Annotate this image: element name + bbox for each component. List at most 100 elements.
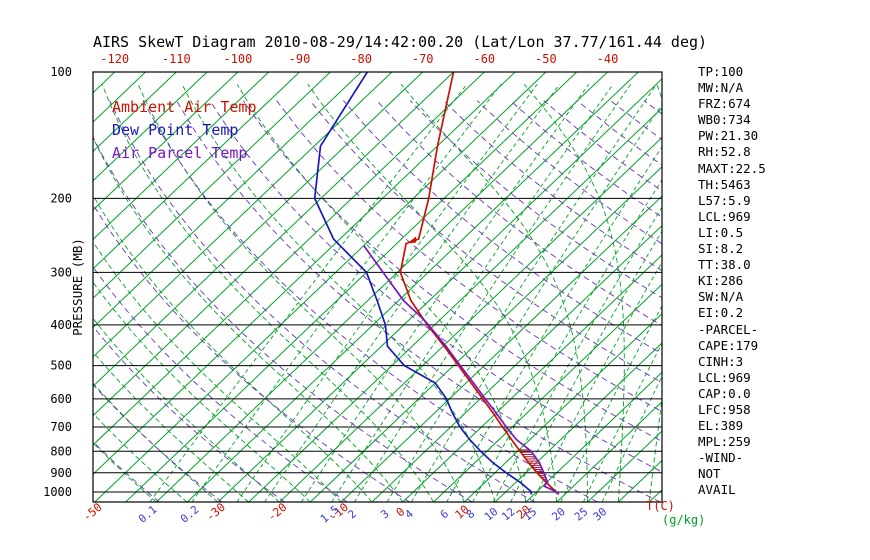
isotherm-line [248, 107, 662, 502]
stat-line: L57:5.9 [698, 192, 751, 208]
isotherm-line [94, 72, 547, 502]
moist-adiabat-line [93, 241, 342, 502]
legend: Ambient Air Temp Dew Point Temp Air Parc… [112, 96, 257, 165]
top-temp-label: -40 [597, 52, 619, 66]
stat-line: LCL:969 [698, 208, 751, 224]
moist-adiabat-line [93, 281, 311, 502]
moist-adiabat-line [93, 194, 373, 502]
dry-adiabat-line [376, 100, 662, 327]
isotherm-line [217, 78, 662, 502]
mixing-ratio-label: 12 [499, 505, 518, 523]
mixing-ratio-line [531, 261, 662, 502]
stat-line: TT:38.0 [698, 257, 751, 273]
top-temp-label: -70 [412, 52, 434, 66]
mixing-ratio-line [472, 179, 662, 502]
isotherm-line [93, 72, 393, 358]
isotherm-line [156, 72, 608, 502]
dry-adiabat-line [242, 100, 662, 442]
mixing-ratio-label: 20 [549, 505, 568, 523]
isotherm-line [93, 72, 270, 241]
top-temp-label: -50 [535, 52, 557, 66]
stat-line: FRZ:674 [698, 96, 751, 112]
mixing-ratio-line [386, 84, 657, 502]
stats-panel: TP:100 MW:N/A FRZ:674 WB0:734 PW:21.30 RH:52.… [698, 64, 868, 499]
pressure-tick-label: 700 [50, 420, 72, 434]
legend-dew-point-temp: Dew Point Temp [112, 121, 239, 139]
moist-adiabat-line [93, 382, 219, 502]
dry-adiabat-line [409, 100, 662, 299]
mixing-ratio-line [446, 146, 662, 502]
pressure-tick-label: 600 [50, 392, 72, 406]
dry-adiabats [93, 100, 662, 502]
stat-line: SI:8.2 [698, 241, 744, 257]
stat-line: EL:389 [698, 418, 744, 434]
moist-adiabat-line [93, 317, 280, 502]
top-temp-label: -110 [162, 52, 191, 66]
pressure-tick-label: 1000 [43, 485, 72, 499]
stat-line: RH:52.8 [698, 144, 751, 160]
bottom-temp-label: -50 [80, 500, 105, 524]
isotherm-line [0, 72, 53, 502]
bottom-temp-label: -20 [265, 500, 290, 524]
plot-frame [92, 71, 663, 503]
stat-line: MW:N/A [698, 80, 744, 96]
isotherm-line [93, 72, 177, 153]
isotherm-line [93, 72, 362, 329]
isotherm-line [464, 312, 662, 502]
stat-line: CAP:0.0 [698, 385, 751, 401]
isotherm-line [93, 72, 239, 211]
stat-line: TH:5463 [698, 176, 751, 192]
mixing-ratio-label: 4 [402, 507, 416, 521]
curve-dew-point-temp [313, 72, 533, 495]
moist-adiabat-line [181, 84, 496, 502]
isotherm-line [402, 254, 662, 502]
top-temp-label: -100 [223, 52, 252, 66]
isotherm-line [93, 72, 516, 476]
temp-unit-label: T(C) [646, 499, 675, 513]
mixing-ratio-label: 10 [482, 505, 501, 523]
stat-line: MPL:259 [698, 434, 751, 450]
mixing-ratio-line [601, 375, 662, 502]
mixing-ratio-line [492, 206, 662, 502]
top-temp-label: -60 [473, 52, 495, 66]
stat-line: CINH:3 [698, 353, 744, 369]
mixing-ratio-line [560, 304, 662, 502]
isotherm-line [93, 72, 485, 446]
stat-line: AVAIL [698, 482, 736, 498]
moist-adiabat-line [93, 350, 249, 502]
isotherm-line [93, 72, 454, 417]
top-temp-label: -90 [289, 52, 311, 66]
top-temp-label: -120 [100, 52, 129, 66]
stat-line: EI:0.2 [698, 305, 744, 321]
legend-air-parcel-temp: Air Parcel Temp [112, 144, 248, 162]
moist-adiabat-line [236, 84, 527, 502]
isotherm-line [93, 72, 116, 94]
top-temp-label: -80 [350, 52, 372, 66]
mixing-ratio-line [510, 230, 662, 502]
stat-line: CAPE:179 [698, 337, 759, 353]
legend-ambient-air-temp: Ambient Air Temp [112, 98, 257, 116]
dry-adiabat-line [343, 100, 662, 355]
mixing-ratio-label: 0.2 [178, 503, 202, 526]
axis-unit-labels: T(C)(g/kg) [646, 499, 705, 527]
mixing-ratio-line [410, 103, 662, 502]
mixing-ratio-label: 2 [345, 507, 358, 521]
stat-line: PW:21.30 [698, 128, 759, 144]
mixing-ratio-label: 30 [591, 505, 610, 523]
stat-line: WB0:734 [698, 112, 751, 128]
stat-line: MAXT:22.5 [698, 160, 766, 176]
pressure-axis-labels: 100 200 300 400 500 600 700 800 900 1000 PRESSURE … [43, 65, 85, 499]
pressure-tick-label: 200 [50, 191, 72, 205]
moist-adiabat-line [400, 84, 588, 502]
mixing-ratio-label: 3 [378, 507, 391, 521]
curve-air-parcel-temp [363, 245, 560, 495]
mixing-unit-label: (g/kg) [662, 513, 705, 527]
moist-adiabat-line [523, 84, 625, 502]
pressure-tick-label: 900 [50, 466, 72, 480]
mixing-ratio-label: 6 [438, 507, 451, 521]
mixing-ratio-label: 8 [464, 507, 477, 521]
mixing-ratio-label: 25 [572, 505, 591, 523]
pressure-tick-label: 800 [50, 444, 72, 458]
top-axis-labels: -120 -110 -100 -90 -80 -70 -60 -50 -40 [100, 52, 618, 66]
